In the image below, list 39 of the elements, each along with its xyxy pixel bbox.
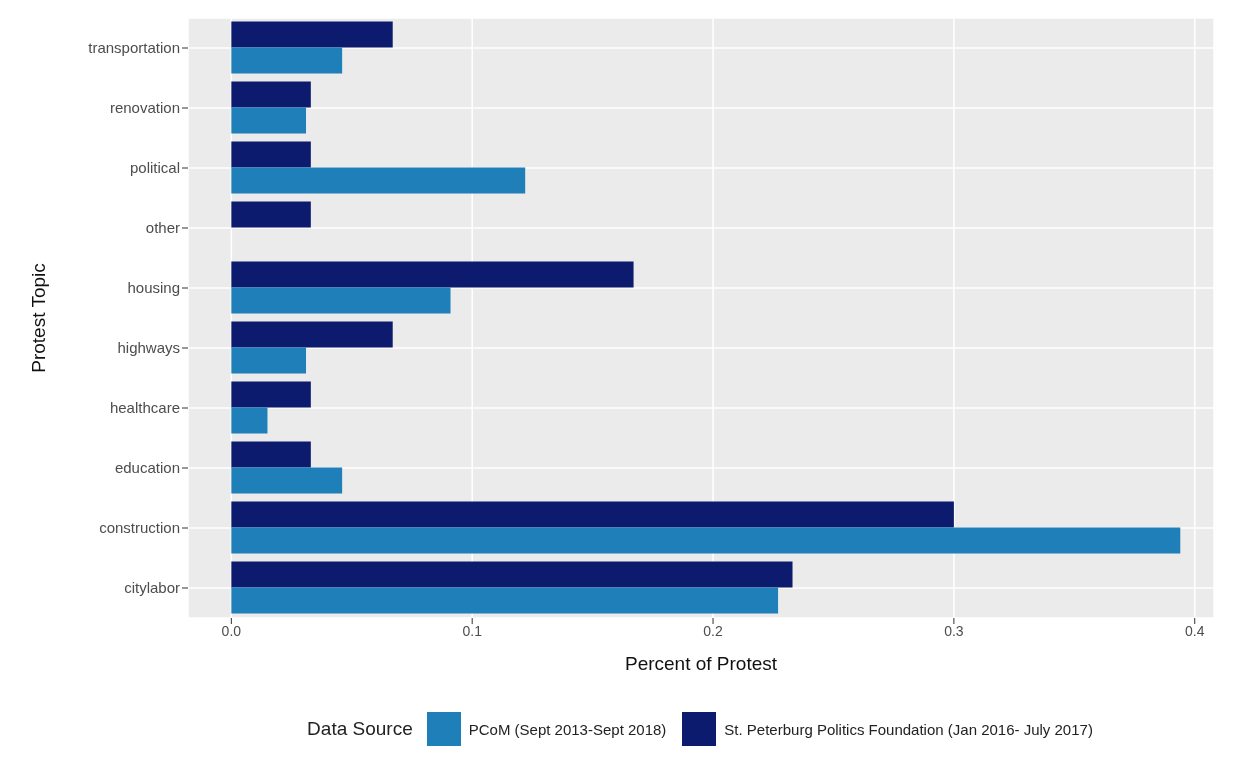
bar bbox=[231, 467, 343, 494]
bar bbox=[231, 81, 311, 108]
legend-label: PCoM (Sept 2013-Sept 2018) bbox=[468, 720, 667, 738]
y-tick-label: healthcare bbox=[109, 399, 180, 417]
x-tick-label: 0.1 bbox=[462, 622, 483, 639]
bar bbox=[231, 441, 311, 468]
bar bbox=[231, 261, 634, 288]
bar bbox=[231, 167, 526, 194]
bar bbox=[231, 201, 311, 228]
bar bbox=[231, 287, 451, 314]
y-tick-label: transportation bbox=[88, 39, 180, 57]
x-tick-label: 0.3 bbox=[944, 622, 964, 639]
legend-title: Data Source bbox=[307, 718, 413, 740]
x-tick-label: 0.0 bbox=[221, 622, 242, 639]
x-axis-title: Percent of Protest bbox=[624, 653, 778, 674]
y-tick-label: political bbox=[129, 159, 180, 177]
y-tick-label: construction bbox=[99, 519, 180, 537]
y-tick-label: highways bbox=[117, 339, 180, 357]
bar bbox=[231, 587, 779, 614]
bar bbox=[231, 381, 311, 408]
bar bbox=[231, 501, 954, 528]
y-tick-label: renovation bbox=[109, 99, 180, 117]
y-tick-label: citylabor bbox=[124, 579, 180, 597]
y-axis-title: Protest Topic bbox=[27, 263, 49, 373]
y-tick-label: housing bbox=[127, 279, 180, 297]
legend-label: St. Peterburg Politics Foundation (Jan 2016- July 2017) bbox=[724, 720, 1093, 738]
bar bbox=[231, 47, 343, 74]
bar bbox=[231, 527, 1181, 554]
bar bbox=[231, 21, 393, 48]
y-tick-label: education bbox=[114, 459, 180, 477]
bar bbox=[231, 107, 307, 134]
x-tick-label: 0.2 bbox=[703, 622, 723, 639]
bar bbox=[231, 407, 268, 434]
x-tick-label: 0.4 bbox=[1185, 622, 1205, 639]
bar bbox=[231, 561, 793, 588]
bar bbox=[231, 321, 393, 348]
bar bbox=[231, 347, 307, 374]
bar bbox=[231, 141, 311, 168]
y-tick-label: other bbox=[145, 219, 180, 237]
